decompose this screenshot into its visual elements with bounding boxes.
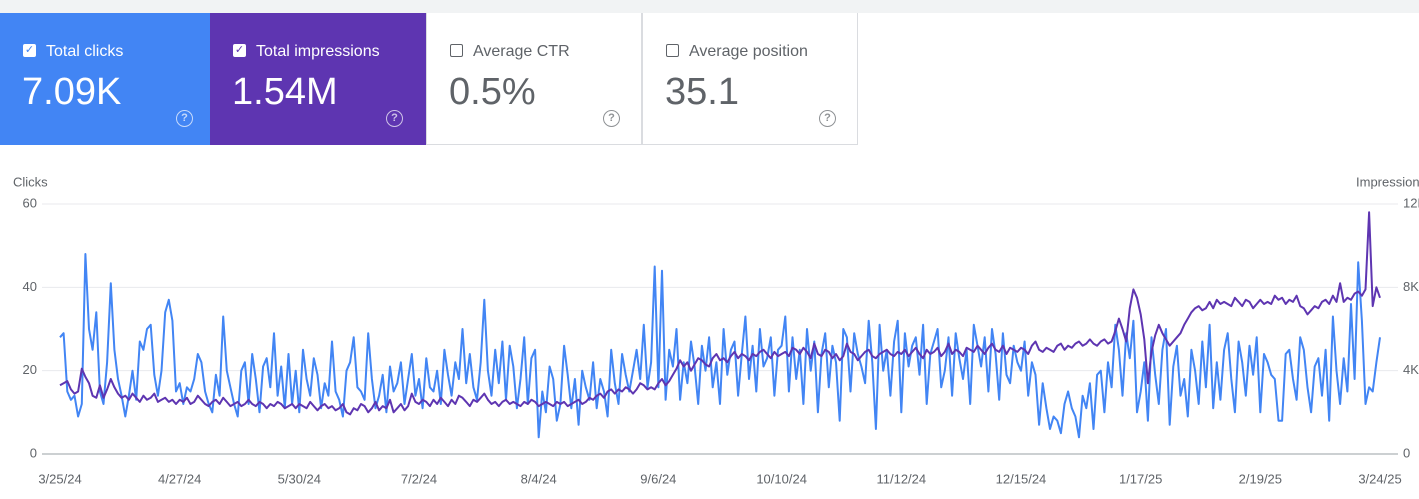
x-tick-label: 1/17/25 bbox=[1119, 471, 1162, 486]
checkbox[interactable] bbox=[666, 44, 679, 57]
x-tick-label: 4/27/24 bbox=[158, 471, 201, 486]
x-tick-label: 9/6/24 bbox=[640, 471, 676, 486]
metric-label: Average CTR bbox=[473, 43, 570, 60]
checkbox[interactable]: ✓ bbox=[233, 44, 246, 57]
help-icon[interactable]: ? bbox=[176, 110, 193, 127]
y-tick-label: 0 bbox=[30, 445, 37, 460]
series-line bbox=[59, 211, 1381, 416]
help-icon[interactable]: ? bbox=[603, 110, 620, 127]
help-icon[interactable]: ? bbox=[819, 110, 836, 127]
metric-card[interactable]: Average CTR 0.5%? bbox=[426, 13, 642, 145]
y2-tick-label: 0 bbox=[1403, 445, 1410, 460]
x-tick-label: 8/4/24 bbox=[521, 471, 557, 486]
metric-value: 7.09K bbox=[22, 71, 122, 113]
y2-tick-label: 8K bbox=[1403, 279, 1419, 294]
x-tick-label: 2/19/25 bbox=[1239, 471, 1282, 486]
x-tick-label: 10/10/24 bbox=[756, 471, 807, 486]
metric-card[interactable]: ✓ Total clicks 7.09K? bbox=[0, 13, 210, 145]
x-tick-label: 11/12/24 bbox=[876, 471, 926, 486]
x-tick-label: 12/15/24 bbox=[996, 471, 1047, 486]
metric-cards: ✓ Total clicks 7.09K? ✓ Total impressions 1.5… bbox=[0, 13, 858, 145]
y-tick-label: 40 bbox=[23, 279, 37, 294]
checkbox[interactable] bbox=[450, 44, 463, 57]
metric-label: Total impressions bbox=[256, 43, 380, 60]
metric-label: Total clicks bbox=[46, 43, 124, 60]
y-tick-label: 60 bbox=[23, 195, 37, 210]
metric-value: 35.1 bbox=[665, 71, 739, 113]
metric-label: Average position bbox=[689, 43, 808, 60]
y2-axis-title: Impressions bbox=[1356, 174, 1419, 189]
series-line bbox=[59, 253, 1381, 439]
checkbox[interactable]: ✓ bbox=[23, 44, 36, 57]
metric-card[interactable]: Average position 35.1? bbox=[642, 13, 858, 145]
top-bar bbox=[0, 0, 1419, 13]
metric-card[interactable]: ✓ Total impressions 1.54M? bbox=[210, 13, 426, 145]
y-tick-label: 20 bbox=[23, 362, 37, 377]
metric-value: 1.54M bbox=[232, 71, 338, 113]
x-tick-label: 5/30/24 bbox=[278, 471, 321, 486]
metric-value: 0.5% bbox=[449, 71, 536, 113]
x-tick-label: 3/24/25 bbox=[1358, 471, 1401, 486]
x-tick-label: 7/2/24 bbox=[401, 471, 437, 486]
help-icon[interactable]: ? bbox=[386, 110, 403, 127]
y-axis-title: Clicks bbox=[13, 174, 48, 189]
y2-tick-label: 12K bbox=[1403, 195, 1419, 210]
y2-tick-label: 4K bbox=[1403, 362, 1419, 377]
x-tick-label: 3/25/24 bbox=[38, 471, 81, 486]
